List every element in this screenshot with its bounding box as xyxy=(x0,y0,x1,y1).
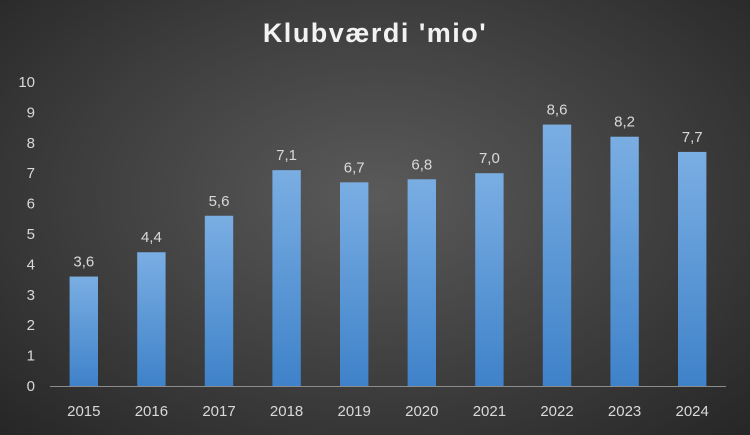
data-label: 7,0 xyxy=(479,150,500,167)
y-tick-label: 5 xyxy=(27,226,35,243)
chart-title: Klubværdi 'mio' xyxy=(262,18,488,48)
y-tick-label: 3 xyxy=(27,287,35,304)
bar xyxy=(542,124,572,386)
y-tick-label: 8 xyxy=(27,135,35,152)
x-tick-label: 2018 xyxy=(270,403,303,420)
data-label: 3,6 xyxy=(73,254,94,271)
x-tick-label: 2016 xyxy=(135,403,168,420)
data-label: 4,4 xyxy=(141,229,162,246)
data-label: 7,1 xyxy=(276,147,297,164)
data-label: 6,8 xyxy=(411,156,432,173)
data-label: 8,6 xyxy=(547,102,568,119)
x-tick-label: 2015 xyxy=(67,403,100,420)
bar xyxy=(69,276,98,386)
y-tick-label: 2 xyxy=(27,317,35,334)
x-tick-label: 2024 xyxy=(676,403,709,420)
data-label: 7,7 xyxy=(682,129,703,146)
bar xyxy=(340,182,369,386)
bar xyxy=(678,151,707,386)
y-tick-label: 1 xyxy=(27,348,35,365)
y-tick-label: 7 xyxy=(27,165,35,182)
data-label: 8,2 xyxy=(614,114,635,131)
y-tick-label: 4 xyxy=(27,256,35,273)
bar xyxy=(204,215,234,386)
x-tick-label: 2021 xyxy=(473,403,506,420)
bar xyxy=(272,170,301,386)
data-label: 6,7 xyxy=(344,159,365,176)
bar xyxy=(610,136,639,386)
y-tick-label: 10 xyxy=(18,74,35,91)
x-tick-label: 2023 xyxy=(608,403,641,420)
y-tick-label: 0 xyxy=(27,378,35,395)
x-tick-label: 2020 xyxy=(405,403,438,420)
bar xyxy=(475,173,504,386)
x-tick-label: 2017 xyxy=(202,403,235,420)
bar xyxy=(407,179,436,386)
data-label: 5,6 xyxy=(209,193,230,210)
y-tick-label: 9 xyxy=(27,104,35,121)
x-tick-label: 2022 xyxy=(540,403,573,420)
bar xyxy=(137,252,166,386)
y-tick-label: 6 xyxy=(27,196,35,213)
x-tick-label: 2019 xyxy=(338,403,371,420)
